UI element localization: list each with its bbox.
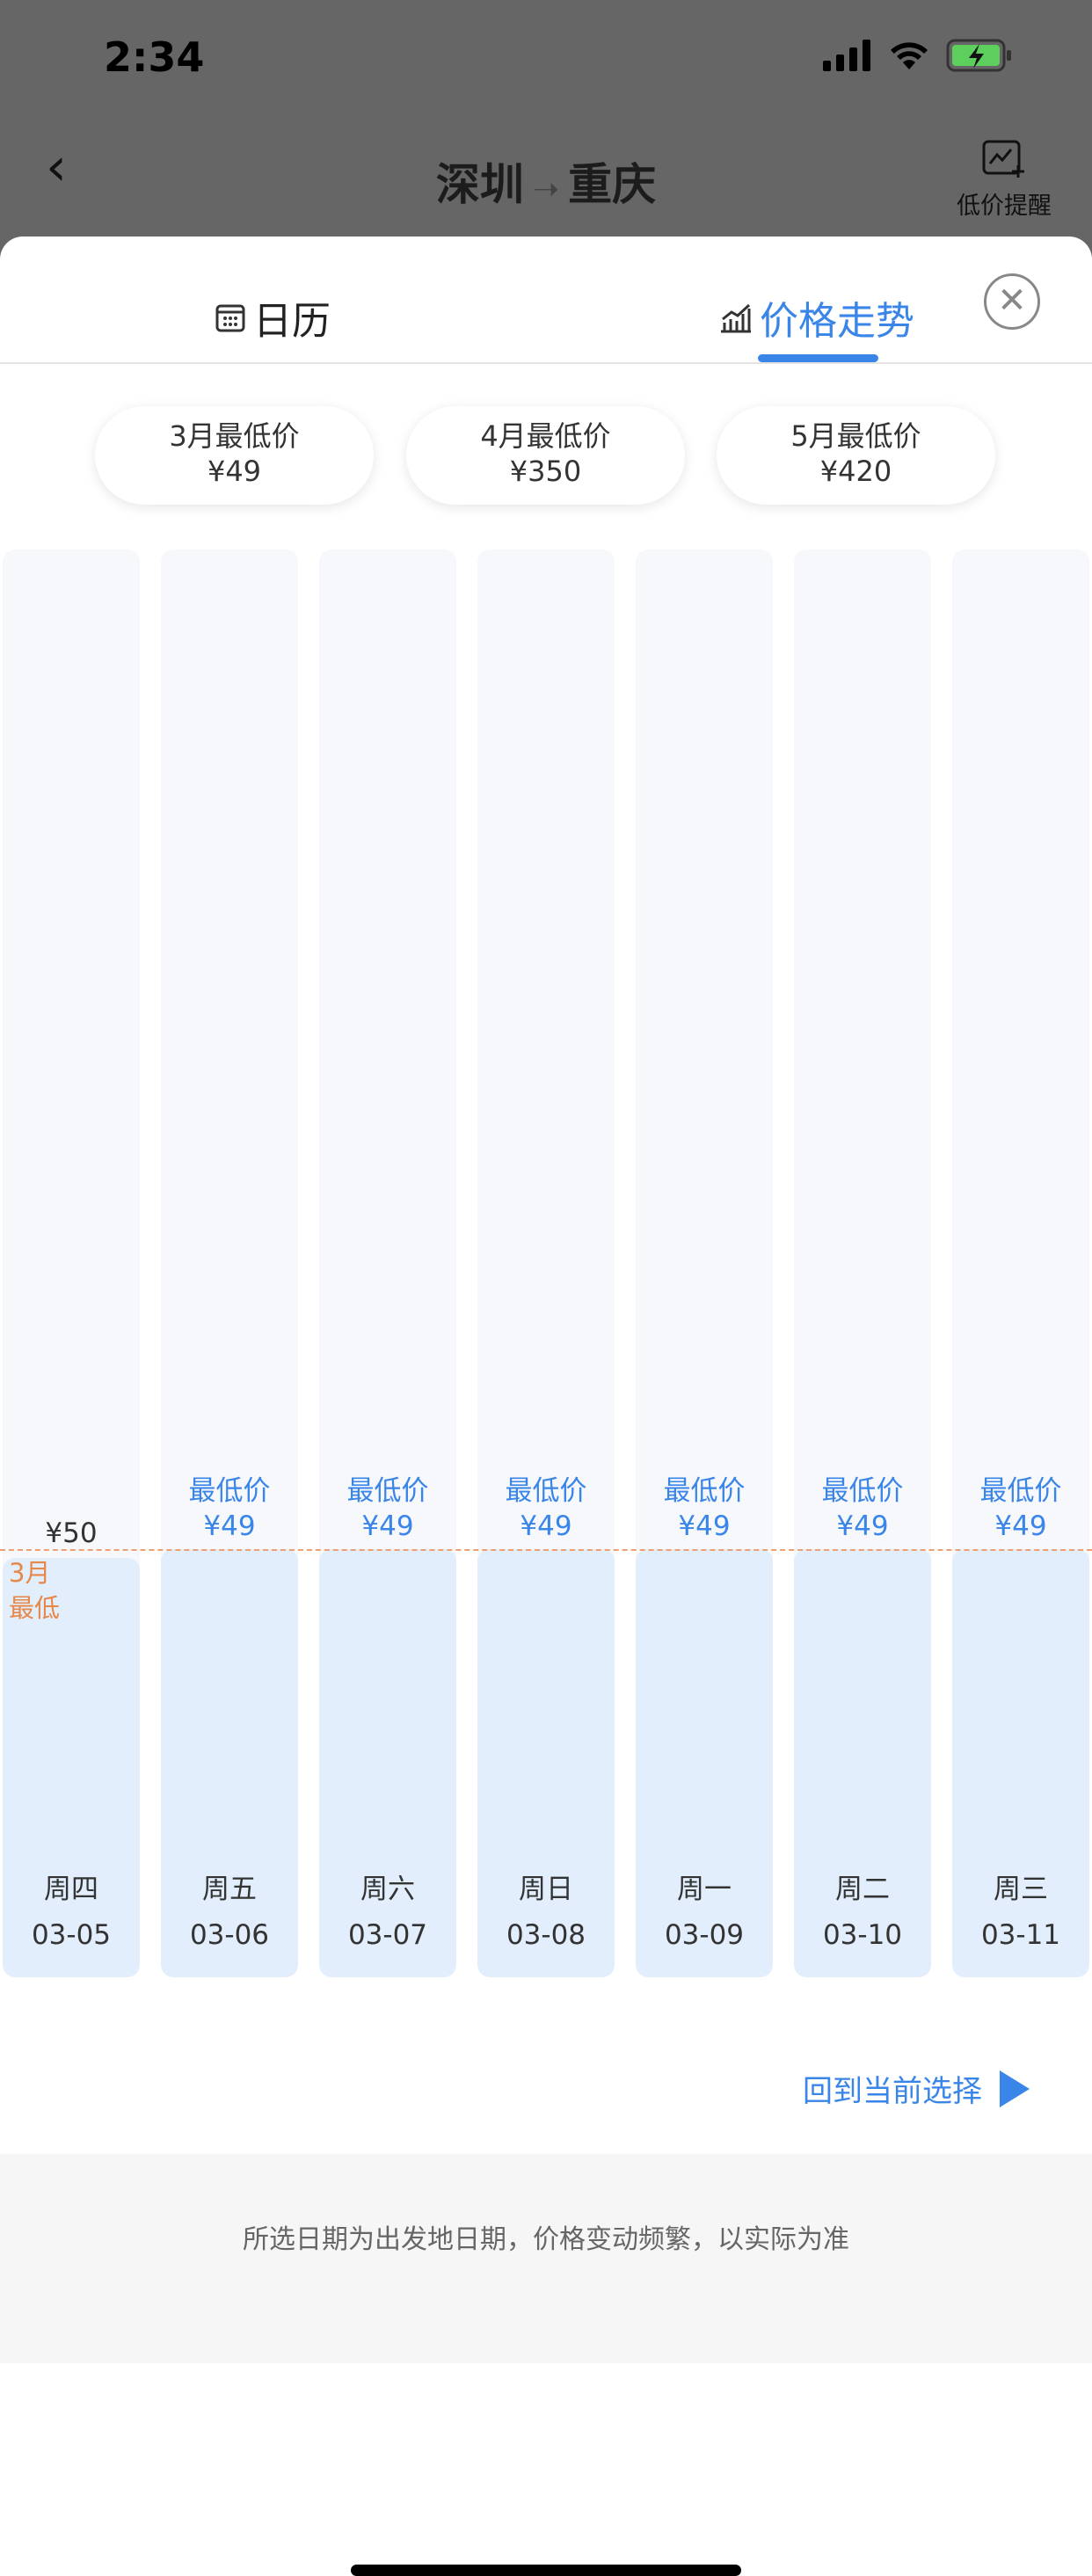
price-bar: [794, 1549, 931, 1977]
day-weekday: 周一: [677, 1874, 732, 1905]
tab-calendar[interactable]: 日历: [215, 289, 331, 346]
day-weekday: 周三: [994, 1874, 1048, 1905]
day-price: ¥50: [45, 1517, 98, 1549]
status-time: 2:34: [104, 33, 205, 81]
price-bar: [319, 1549, 456, 1977]
route-title: 深圳 ➝ 重庆: [0, 149, 1092, 213]
close-icon: ✕: [997, 280, 1027, 321]
day-column[interactable]: 最低价 ¥49 周二 03-10: [794, 549, 931, 1977]
day-price: ¥49: [520, 1510, 572, 1542]
price-bar: [636, 1549, 773, 1977]
day-date: 03-06: [189, 1919, 270, 1951]
lowest-tag: 最低价: [663, 1475, 746, 1507]
day-date: 03-07: [347, 1919, 428, 1951]
day-weekday: 周二: [835, 1874, 890, 1905]
home-indicator: [351, 2565, 741, 2576]
day-price: ¥49: [203, 1510, 256, 1542]
day-date: 03-05: [31, 1919, 112, 1951]
tab-price-trend[interactable]: 价格走势: [719, 289, 914, 346]
close-button[interactable]: ✕: [984, 273, 1040, 330]
month-low-pill[interactable]: 3月最低价 ¥49: [95, 406, 374, 505]
month-low-price: ¥420: [819, 455, 892, 488]
tab-price-trend-label: 价格走势: [760, 299, 914, 344]
lowest-tag: 最低价: [979, 1475, 1062, 1507]
route-arrow-icon: ➝: [532, 171, 560, 207]
play-icon: [1000, 2070, 1030, 2107]
lowest-tag: 最低价: [346, 1475, 429, 1507]
footer-note-text: 所选日期为出发地日期，价格变动频繁，以实际为准: [243, 2224, 849, 2255]
month-low-label: 4月最低价: [480, 419, 611, 453]
month-low-label: 5月最低价: [790, 419, 921, 453]
signal-icon: [823, 40, 870, 71]
month-low-pill[interactable]: 5月最低价 ¥420: [717, 406, 995, 505]
month-low-pill[interactable]: 4月最低价 ¥350: [406, 406, 685, 505]
status-icons: [823, 39, 1013, 72]
min-label-text: 最低: [9, 1593, 61, 1623]
day-date: 03-08: [506, 1919, 586, 1951]
nav-header: 2:34 ‹ 深圳 ➝ 重庆 低价提醒: [0, 0, 1092, 264]
return-to-selection-button[interactable]: 回到当前选择: [803, 2067, 1030, 2110]
month-low-price: ¥49: [207, 455, 262, 488]
back-button[interactable]: ‹: [46, 136, 67, 198]
price-bar: [477, 1549, 615, 1977]
wifi-icon: [891, 42, 928, 69]
day-column[interactable]: ¥50 周四 03-05: [3, 549, 140, 1977]
return-label: 回到当前选择: [803, 2074, 982, 2109]
day-weekday: 周四: [44, 1874, 98, 1905]
month-min-line: [0, 1549, 1092, 1551]
day-weekday: 周六: [360, 1874, 415, 1905]
day-date: 03-11: [980, 1919, 1061, 1951]
month-low-price: ¥350: [509, 455, 582, 488]
day-weekday: 周日: [519, 1874, 573, 1905]
tab-bar: 日历 价格走势 ✕: [0, 236, 1092, 364]
trend-chart-icon: [721, 303, 751, 333]
destination-city: 重庆: [568, 159, 657, 210]
day-date: 03-10: [822, 1919, 903, 1951]
price-bar: [161, 1549, 298, 1977]
lowest-tag: 最低价: [188, 1475, 271, 1507]
price-alert-label: 低价提醒: [957, 193, 1052, 220]
origin-city: 深圳: [435, 159, 524, 210]
day-price: ¥49: [836, 1510, 889, 1542]
calendar-icon: [215, 304, 245, 332]
price-bar: [952, 1549, 1089, 1977]
lowest-tag: 最低价: [821, 1475, 904, 1507]
day-date: 03-09: [664, 1919, 745, 1951]
price-bar: [3, 1558, 140, 1977]
month-low-label: 3月最低价: [169, 419, 300, 453]
battery-charging-icon: [946, 39, 1011, 72]
active-tab-indicator: [758, 354, 878, 362]
price-alert-icon: [982, 140, 1024, 178]
day-price: ¥49: [994, 1510, 1047, 1542]
month-min-label: 3月最低: [9, 1555, 60, 1626]
day-column[interactable]: 最低价 ¥49 周六 03-07: [319, 549, 456, 1977]
min-label-month: 3月: [9, 1558, 51, 1588]
day-column[interactable]: 最低价 ¥49 周三 03-11: [952, 549, 1089, 1977]
tab-calendar-label: 日历: [253, 299, 331, 344]
day-column[interactable]: 最低价 ¥49 周日 03-08: [477, 549, 615, 1977]
day-weekday: 周五: [202, 1874, 257, 1905]
day-column[interactable]: 最低价 ¥49 周一 03-09: [636, 549, 773, 1977]
day-price: ¥49: [361, 1510, 414, 1542]
price-trend-sheet: 日历 价格走势 ✕ 3月最低价 ¥49 4月最低价 ¥350 5月最低价 ¥420 ¥50…: [0, 236, 1092, 2576]
lowest-tag: 最低价: [505, 1475, 587, 1507]
day-column[interactable]: 最低价 ¥49 周五 03-06: [161, 549, 298, 1977]
price-alert-button[interactable]: 低价提醒: [957, 139, 1052, 221]
footer-note: 所选日期为出发地日期，价格变动频繁，以实际为准: [0, 2154, 1092, 2363]
day-price: ¥49: [678, 1510, 731, 1542]
